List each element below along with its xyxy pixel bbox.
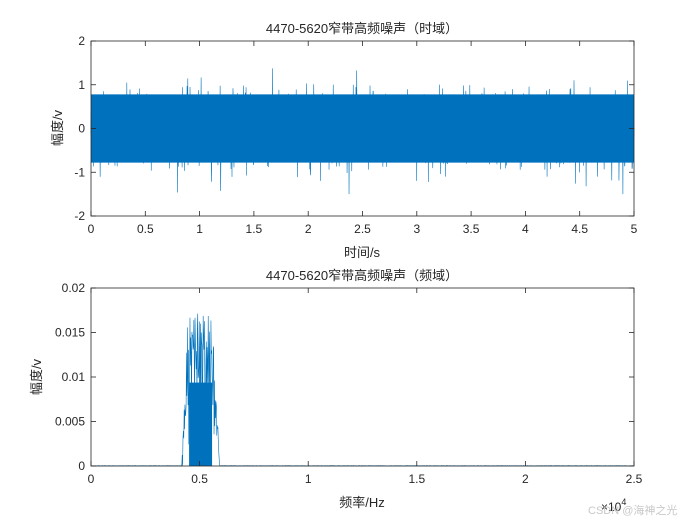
y-tick-label: -1 xyxy=(74,165,85,179)
y-tick-label: 0 xyxy=(78,122,85,136)
y-tick-label: 0.015 xyxy=(55,326,85,340)
time-x-ticks: 0 0.5 1 1.5 2 2.5 3 3.5 4 4.5 5 xyxy=(88,41,638,236)
y-tick-label: 1 xyxy=(78,78,85,92)
x-tick-label: 0 xyxy=(88,222,95,236)
freq-y-ticks: 0 0.005 0.01 0.015 0.02 xyxy=(55,281,634,473)
x-tick-label: 0.5 xyxy=(137,222,154,236)
y-tick-label: 2 xyxy=(78,34,85,48)
x-tick-label: 2.5 xyxy=(626,472,643,486)
x-tick-label: 4 xyxy=(522,222,529,236)
freq-plot-axes-box xyxy=(90,287,635,467)
x-tick-label: 2 xyxy=(305,222,312,236)
x-tick-label: 0 xyxy=(88,472,95,486)
x-tick-label: 1.5 xyxy=(246,222,263,236)
time-signal-series xyxy=(90,68,635,195)
freq-y-axis-label: 幅度/v xyxy=(29,358,44,395)
y-tick-label: 0.01 xyxy=(62,370,86,384)
time-x-axis-label: 时间/s xyxy=(344,245,381,260)
watermark: CSDN @海神之光 xyxy=(588,503,677,517)
freq-x-ticks: 0 0.5 1 1.5 2 2.5 xyxy=(88,288,643,486)
x-tick-label: 2.5 xyxy=(354,222,371,236)
freq-x-exponent: ×104 xyxy=(601,497,626,514)
y-tick-label: 0.005 xyxy=(55,415,85,429)
x-tick-label: 5 xyxy=(631,222,638,236)
time-y-axis-label: 幅度/v xyxy=(50,109,65,146)
x-tick-label: 0.5 xyxy=(191,472,208,486)
x-tick-label: 1.5 xyxy=(408,472,425,486)
time-domain-subplot: 4470-5620窄带高频噪声（时域） 0 0.5 1 1.5 2 2.5 3 3.5 4 4.5… xyxy=(50,21,638,260)
x-tick-label: 1 xyxy=(305,472,312,486)
frequency-domain-subplot: 4470-5620窄带高频噪声（频域） 0 0.5 1 1.5 2 2.5 00.0050… xyxy=(29,268,643,514)
x-tick-label: 1 xyxy=(196,222,203,236)
x-tick-label: 3.5 xyxy=(463,222,480,236)
spectrum-line xyxy=(90,313,635,467)
x-tick-label: 3 xyxy=(413,222,420,236)
time-y-ticks: -2 -1 0 1 2 xyxy=(74,34,634,223)
x-tick-label: 2 xyxy=(522,472,529,486)
y-tick-label: 0.02 xyxy=(62,281,86,295)
time-plot-title: 4470-5620窄带高频噪声（时域） xyxy=(266,21,458,36)
time-signal-line xyxy=(90,68,635,195)
spectrum-series xyxy=(90,313,635,467)
x-tick-label: 4.5 xyxy=(571,222,588,236)
freq-x-axis-label: 频率/Hz xyxy=(339,495,385,510)
freq-plot-title: 4470-5620窄带高频噪声（频域） xyxy=(266,268,458,283)
y-tick-label: 0 xyxy=(78,459,85,473)
y-tick-label: -2 xyxy=(74,209,85,223)
